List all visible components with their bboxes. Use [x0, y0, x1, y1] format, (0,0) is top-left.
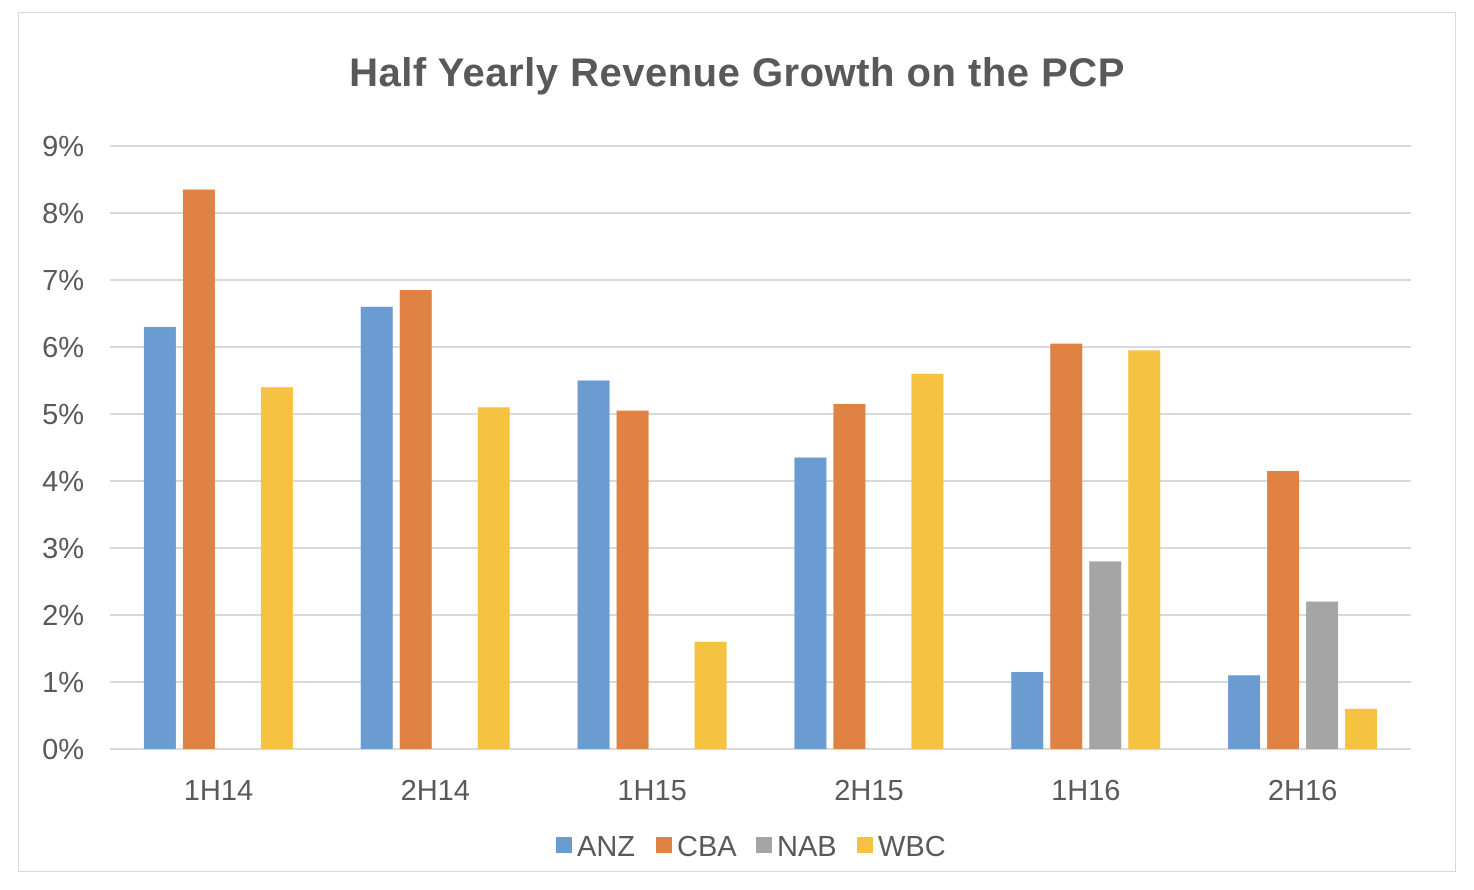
y-tick-label: 7%: [42, 265, 84, 297]
y-tick-label: 0%: [42, 734, 84, 766]
bar-wbc-1h14: [260, 387, 293, 749]
legend-label-wbc: WBC: [878, 831, 946, 863]
y-tick-label: 3%: [42, 533, 84, 565]
legend-swatch-wbc: [857, 837, 873, 853]
grid-lines: [110, 145, 1411, 750]
chart-frame: [18, 12, 1456, 872]
legend-swatch-nab: [756, 837, 772, 853]
legend-label-cba: CBA: [677, 831, 737, 863]
bar-wbc-1h15: [694, 641, 727, 749]
y-tick-label: 2%: [42, 600, 84, 632]
bar-anz-2h16: [1228, 675, 1261, 749]
bar-nab-2h16: [1306, 601, 1339, 749]
bar-anz-1h14: [143, 326, 176, 749]
bar-anz-1h16: [1011, 671, 1044, 749]
x-tick-label: 1H15: [617, 775, 686, 807]
bar-wbc-1h16: [1128, 350, 1161, 749]
legend-label-anz: ANZ: [577, 831, 635, 863]
y-tick-label: 8%: [42, 198, 84, 230]
chart-title: Half Yearly Revenue Growth on the PCP: [349, 51, 1125, 95]
bar-nab-1h16: [1089, 561, 1122, 749]
legend-swatch-cba: [656, 837, 672, 853]
bar-cba-1h16: [1050, 343, 1083, 749]
y-tick-label: 4%: [42, 466, 84, 498]
x-tick-label: 1H16: [1051, 775, 1120, 807]
y-axis-ticks: 0% 1% 2% 3% 4% 5% 6% 7% 8% 9%: [42, 131, 84, 766]
bars: [143, 189, 1378, 750]
x-tick-label: 1H14: [184, 775, 253, 807]
x-tick-label: 2H15: [834, 775, 903, 807]
bar-wbc-2h15: [911, 373, 944, 749]
legend: ANZ CBA NAB WBC: [556, 831, 946, 863]
legend-swatch-anz: [556, 837, 572, 853]
bar-cba-2h14: [399, 290, 432, 749]
bar-anz-2h14: [360, 306, 393, 749]
x-tick-label: 2H14: [401, 775, 470, 807]
bar-anz-2h15: [794, 457, 827, 749]
x-axis-ticks: 1H14 2H14 1H15 2H15 1H16 2H16: [184, 775, 1337, 807]
bar-anz-1h15: [577, 380, 610, 749]
bar-cba-1h14: [182, 189, 215, 750]
bar-wbc-2h14: [477, 407, 510, 749]
y-tick-label: 6%: [42, 332, 84, 364]
legend-label-nab: NAB: [777, 831, 837, 863]
x-tick-label: 2H16: [1268, 775, 1337, 807]
bar-wbc-2h16: [1345, 708, 1378, 749]
y-tick-label: 1%: [42, 667, 84, 699]
bar-cba-2h16: [1267, 470, 1300, 749]
y-tick-label: 5%: [42, 399, 84, 431]
bar-cba-2h15: [833, 403, 866, 749]
y-tick-label: 9%: [42, 131, 84, 163]
bar-cba-1h15: [616, 410, 649, 749]
